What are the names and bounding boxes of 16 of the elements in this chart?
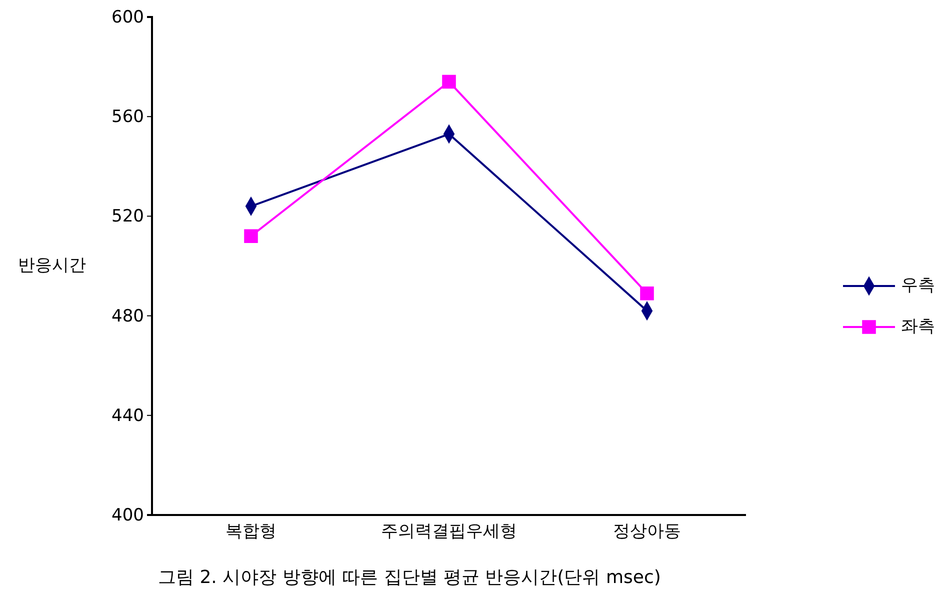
y-tick-label: 480	[112, 306, 144, 326]
y-tick-label: 600	[112, 7, 144, 28]
legend-label: 우측	[901, 276, 935, 296]
x-tick-label: 복합형	[226, 522, 276, 542]
y-tick-label: 520	[112, 206, 144, 227]
y-tick-label: 400	[112, 505, 144, 526]
point	[442, 74, 456, 89]
point	[640, 286, 654, 300]
y-axis-title: 반응시간	[18, 256, 86, 276]
x-tick-label: 주의력결핍우세형	[381, 522, 517, 542]
point	[244, 229, 258, 244]
x-tick-label: 정상아동	[613, 522, 681, 542]
legend-label: 좌측	[901, 316, 935, 337]
y-tick-label: 560	[112, 107, 144, 128]
caption: 그림 2. 시야장 방향에 따른 집단별 평균 반응시간(단위 msec)	[158, 567, 661, 588]
y-tick-label: 440	[112, 406, 144, 426]
